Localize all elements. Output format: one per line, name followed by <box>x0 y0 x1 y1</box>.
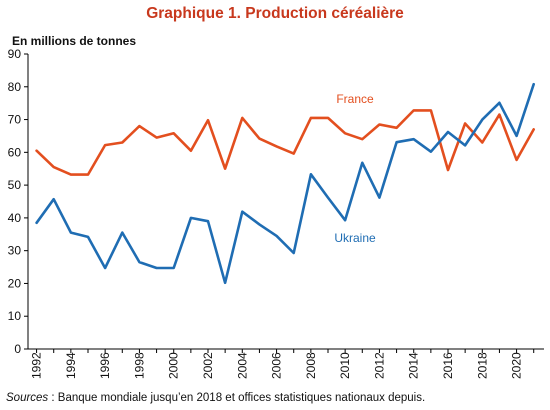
x-tick-label: 1996 <box>98 352 112 379</box>
series-line-france <box>35 109 536 176</box>
y-tick-label: 60 <box>8 145 22 159</box>
x-tick-label: 2006 <box>270 352 284 379</box>
x-tick-label: 1992 <box>30 352 44 379</box>
x-tick-label: 1998 <box>132 352 146 379</box>
y-tick-label: 10 <box>8 309 22 323</box>
x-tick-label: 2010 <box>338 352 352 379</box>
x-tick-label: 2012 <box>372 352 386 379</box>
x-tick-label: 2000 <box>167 352 181 379</box>
x-tick-label: 2020 <box>510 352 524 379</box>
series-label-france: France <box>336 92 374 106</box>
x-tick-label: 2002 <box>201 352 215 379</box>
source-text: : Banque mondiale jusqu’en 2018 et offic… <box>48 392 426 404</box>
chart-title: Graphique 1. Production céréalière <box>146 5 404 22</box>
y-tick-label: 20 <box>8 276 22 290</box>
series-label-ukraine: Ukraine <box>334 231 376 245</box>
unit-label: En millions de tonnes <box>12 34 137 48</box>
series-line-ukraine <box>35 82 536 285</box>
x-tick-label: 1994 <box>64 352 78 379</box>
y-tick-label: 70 <box>8 113 22 127</box>
y-tick-label: 50 <box>8 178 22 192</box>
x-tick-label: 2008 <box>304 352 318 379</box>
source-note: Sources : Banque mondiale jusqu’en 2018 … <box>6 392 425 404</box>
x-tick-label: 2016 <box>441 352 455 379</box>
x-tick-label: 2004 <box>235 352 249 379</box>
y-tick-label: 0 <box>14 342 21 356</box>
y-tick-label: 90 <box>8 47 22 61</box>
x-tick-label: 2018 <box>475 352 489 379</box>
source-label: Sources <box>6 392 49 404</box>
x-tick-label: 2014 <box>407 352 421 379</box>
y-tick-label: 80 <box>8 80 22 94</box>
y-tick-label: 30 <box>8 244 22 258</box>
y-tick-label: 40 <box>8 211 22 225</box>
